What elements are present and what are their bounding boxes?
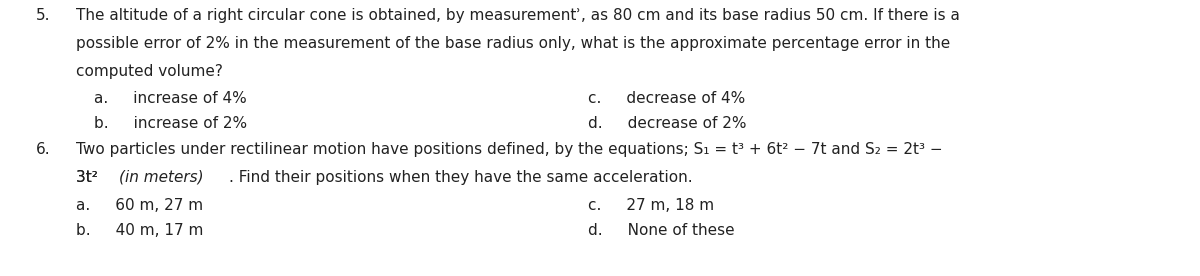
Text: b.   40 m, 17 m: b. 40 m, 17 m	[76, 223, 203, 238]
Text: d.   decrease of 2%: d. decrease of 2%	[588, 116, 746, 131]
Text: b.   increase of 2%: b. increase of 2%	[94, 116, 247, 131]
Text: 3t²: 3t²	[76, 170, 102, 185]
Text: The altitude of a right circular cone is obtained, by measurementʾ, as 80 cm and: The altitude of a right circular cone is…	[76, 8, 960, 23]
Text: computed volume?: computed volume?	[76, 64, 222, 79]
Text: 6.: 6.	[36, 142, 50, 157]
Text: 3t²: 3t²	[76, 170, 102, 185]
Text: d.   None of these: d. None of these	[588, 223, 734, 238]
Text: a.   increase of 4%: a. increase of 4%	[94, 91, 246, 106]
Text: c.   27 m, 18 m: c. 27 m, 18 m	[588, 198, 714, 213]
Text: Two particles under rectilinear motion have positions defined, by the equations;: Two particles under rectilinear motion h…	[76, 142, 942, 157]
Text: possible error of 2% in the measurement of the base radius only, what is the app: possible error of 2% in the measurement …	[76, 36, 950, 51]
Text: c.   decrease of 4%: c. decrease of 4%	[588, 91, 745, 106]
Text: 5.: 5.	[36, 8, 50, 23]
Text: (in meters): (in meters)	[119, 170, 204, 185]
Text: a.   60 m, 27 m: a. 60 m, 27 m	[76, 198, 203, 213]
Text: . Find their positions when they have the same acceleration.: . Find their positions when they have th…	[229, 170, 692, 185]
